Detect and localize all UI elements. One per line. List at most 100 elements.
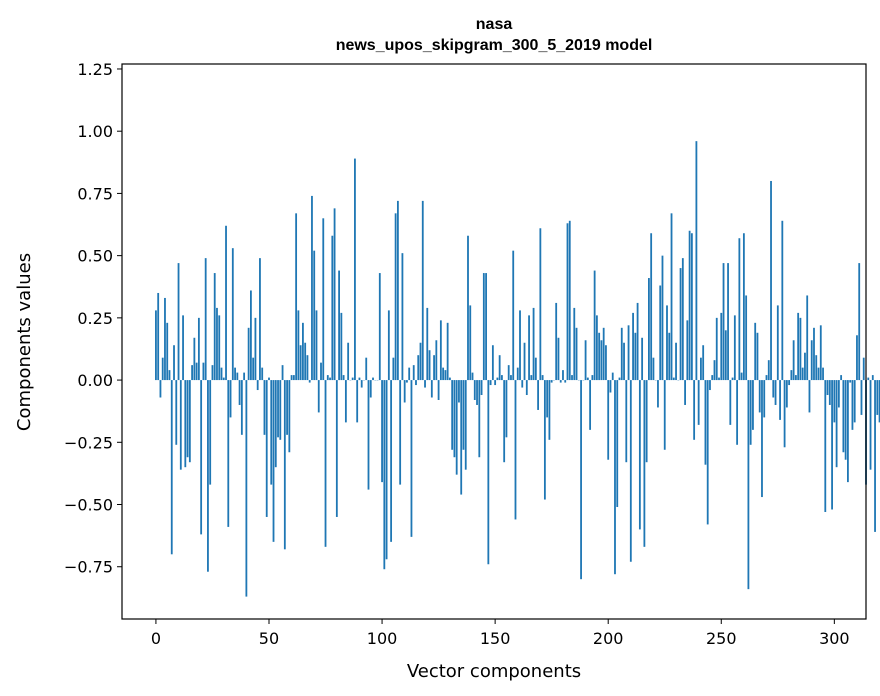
bar bbox=[790, 370, 793, 381]
bar bbox=[826, 380, 829, 396]
bar bbox=[390, 380, 393, 542]
y-tick-label: −0.50 bbox=[64, 496, 113, 515]
bar bbox=[177, 263, 180, 381]
bar bbox=[449, 377, 451, 381]
bar bbox=[550, 380, 553, 383]
bar bbox=[543, 380, 546, 500]
bar bbox=[279, 380, 282, 440]
bar bbox=[265, 380, 268, 517]
bar bbox=[209, 380, 212, 485]
bar bbox=[193, 337, 196, 381]
bar bbox=[641, 337, 644, 381]
bar bbox=[231, 248, 234, 381]
bar bbox=[166, 322, 169, 381]
bar bbox=[157, 292, 160, 381]
bar bbox=[715, 317, 718, 381]
bar bbox=[410, 380, 413, 537]
bar bbox=[763, 380, 766, 418]
bar bbox=[824, 380, 827, 512]
bar bbox=[213, 273, 216, 381]
bar bbox=[564, 380, 567, 383]
bar bbox=[444, 370, 447, 381]
bar bbox=[243, 372, 246, 381]
bar bbox=[638, 380, 641, 530]
bar bbox=[817, 367, 820, 381]
bar bbox=[392, 357, 395, 381]
bar bbox=[503, 380, 506, 463]
bar bbox=[387, 310, 390, 381]
bar bbox=[471, 372, 474, 381]
bar bbox=[772, 380, 775, 398]
bar bbox=[815, 355, 818, 381]
bar bbox=[785, 380, 788, 408]
bar bbox=[774, 380, 777, 405]
bar bbox=[222, 377, 225, 381]
bar bbox=[718, 377, 720, 381]
bar bbox=[636, 302, 639, 381]
bar bbox=[686, 320, 689, 381]
bar bbox=[586, 377, 589, 381]
y-tick-label: 1.00 bbox=[77, 122, 113, 141]
bar bbox=[229, 380, 232, 418]
bar bbox=[344, 380, 347, 423]
bar bbox=[657, 380, 659, 408]
bar bbox=[625, 380, 628, 463]
bar bbox=[754, 322, 757, 381]
bar bbox=[254, 317, 257, 381]
bar bbox=[462, 380, 465, 450]
bar bbox=[704, 380, 707, 465]
bar bbox=[767, 360, 770, 381]
bar bbox=[661, 255, 664, 381]
bar bbox=[430, 380, 433, 398]
bar bbox=[469, 305, 472, 381]
bar bbox=[629, 380, 632, 562]
bar bbox=[476, 380, 478, 405]
bar bbox=[731, 377, 734, 381]
bar bbox=[695, 141, 698, 381]
bar bbox=[623, 342, 625, 381]
x-tick-label: 50 bbox=[259, 629, 279, 648]
bar bbox=[858, 263, 861, 381]
bar bbox=[299, 345, 302, 381]
bar bbox=[191, 365, 194, 381]
y-tick-label: 0.75 bbox=[77, 184, 113, 203]
chart-title-line2: news_upos_skipgram_300_5_2019 model bbox=[336, 37, 653, 54]
bar bbox=[313, 250, 316, 381]
bar bbox=[801, 367, 804, 381]
y-tick-label: −0.25 bbox=[64, 433, 113, 452]
bar bbox=[770, 180, 772, 381]
bar bbox=[591, 375, 594, 381]
bar bbox=[259, 258, 261, 381]
bar bbox=[722, 263, 725, 381]
bar bbox=[862, 357, 865, 381]
bar bbox=[354, 158, 356, 381]
bar bbox=[437, 380, 440, 400]
bar bbox=[335, 380, 338, 517]
bar bbox=[765, 375, 768, 381]
bar bbox=[442, 367, 445, 381]
bar bbox=[324, 380, 327, 547]
bar bbox=[690, 233, 693, 381]
bar bbox=[320, 362, 322, 381]
bar bbox=[537, 380, 539, 410]
bar bbox=[842, 380, 845, 453]
bar bbox=[693, 380, 696, 440]
bar bbox=[204, 258, 207, 381]
bar bbox=[828, 380, 831, 405]
bar bbox=[835, 380, 838, 468]
bar bbox=[548, 380, 551, 440]
bar bbox=[403, 380, 406, 403]
bar bbox=[679, 268, 682, 381]
bar bbox=[292, 375, 295, 381]
bar bbox=[740, 372, 743, 381]
bar bbox=[225, 225, 227, 381]
bar bbox=[478, 380, 481, 458]
bar bbox=[810, 340, 813, 381]
bar bbox=[711, 375, 714, 381]
bar bbox=[666, 305, 668, 381]
bar bbox=[238, 380, 241, 405]
bar bbox=[207, 380, 209, 572]
bar bbox=[733, 315, 736, 381]
bar bbox=[702, 345, 705, 381]
